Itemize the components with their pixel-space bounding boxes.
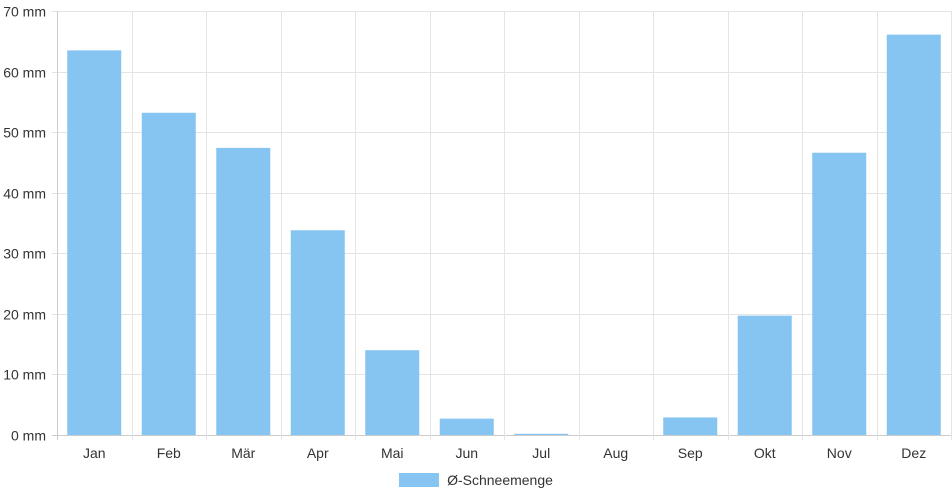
y-tick-label: 20 mm <box>3 307 46 323</box>
gridlines <box>52 11 952 440</box>
x-tick-label: Okt <box>754 445 776 461</box>
y-tick-label: 0 mm <box>11 428 46 444</box>
bar-okt <box>737 315 792 435</box>
x-tick-label: Aug <box>603 445 628 461</box>
bar-jan <box>67 50 122 435</box>
bar-mär <box>216 147 271 436</box>
bar-mai <box>365 350 420 435</box>
bar-nov <box>812 152 867 436</box>
x-tick-label: Jul <box>532 445 550 461</box>
bars <box>67 34 941 436</box>
y-tick-label: 30 mm <box>3 246 46 262</box>
y-tick-label: 40 mm <box>3 186 46 202</box>
bar-feb <box>141 112 196 435</box>
x-tick-label: Feb <box>157 445 181 461</box>
bar-apr <box>290 230 345 435</box>
bar-sep <box>663 417 718 435</box>
legend-swatch <box>399 473 440 487</box>
bar-jun <box>439 418 494 435</box>
x-tick-label: Apr <box>307 445 329 461</box>
legend-label: Ø-Schneemenge <box>447 472 553 488</box>
x-tick-label: Mai <box>381 445 404 461</box>
y-tick-label: 10 mm <box>3 367 46 383</box>
x-tick-label: Jun <box>455 445 478 461</box>
x-tick-label: Mär <box>231 445 255 461</box>
x-axis-ticks: Jan Feb Mär Apr Mai Jun Jul Aug Sep Okt Nov Dez <box>83 445 926 461</box>
y-tick-label: 60 mm <box>3 65 46 81</box>
legend: Ø-Schneemenge <box>0 472 952 488</box>
y-axis-ticks: 0 mm 10 mm 20 mm 30 mm 40 mm 50 mm 60 mm 70 mm <box>3 4 46 444</box>
x-tick-label: Jan <box>83 445 106 461</box>
x-tick-label: Sep <box>678 445 703 461</box>
bar-dez <box>886 34 941 435</box>
x-tick-label: Dez <box>901 445 926 461</box>
bar-jul <box>514 433 569 435</box>
y-tick-label: 70 mm <box>3 4 46 20</box>
y-tick-label: 50 mm <box>3 125 46 141</box>
x-tick-label: Nov <box>827 445 852 461</box>
